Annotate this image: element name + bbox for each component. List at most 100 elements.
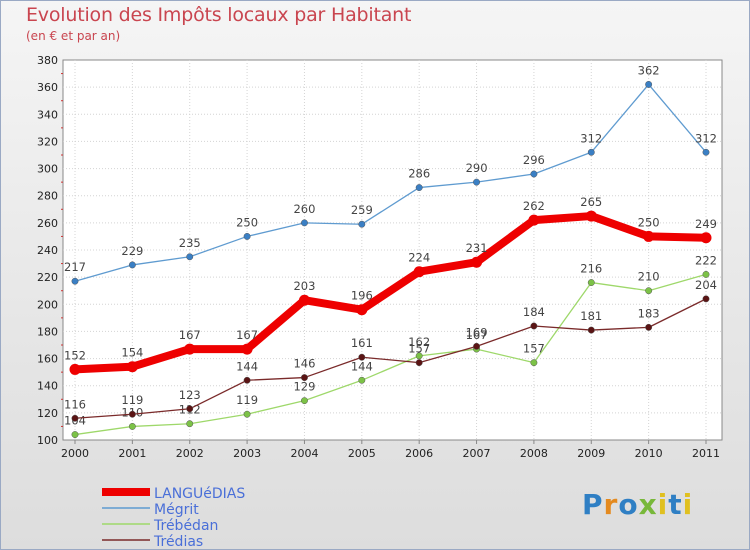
data-label: 196 [351, 289, 373, 303]
data-point [301, 397, 308, 405]
data-point [301, 374, 308, 382]
logo-letter: P [582, 488, 604, 521]
y-tick-label: 220 [37, 271, 58, 284]
data-label: 157 [523, 342, 545, 356]
x-tick-label: 2007 [463, 447, 491, 460]
data-label: 265 [580, 195, 602, 209]
x-tick-label: 2006 [405, 447, 433, 460]
data-point [530, 359, 538, 367]
data-label: 146 [293, 357, 315, 371]
x-tick-label: 2011 [692, 447, 720, 460]
data-point [645, 80, 653, 88]
data-label: 259 [351, 203, 373, 217]
legend-label: LANGUéDIAS [154, 486, 245, 502]
data-label: 290 [466, 161, 488, 175]
logo-letter: x [638, 488, 658, 521]
data-point [126, 361, 138, 373]
y-tick-label: 120 [37, 407, 58, 420]
x-tick-label: 2002 [176, 447, 204, 460]
data-label: 249 [695, 217, 717, 231]
plot-area [62, 59, 723, 441]
data-label: 154 [121, 346, 143, 360]
y-tick-label: 260 [37, 217, 58, 230]
y-tick-label: 360 [37, 81, 58, 94]
data-point [243, 376, 251, 384]
data-label: 204 [695, 278, 717, 292]
data-point [473, 178, 480, 186]
data-label: 235 [179, 236, 201, 250]
data-label: 152 [64, 348, 86, 362]
data-point [530, 170, 538, 178]
data-point [301, 219, 308, 227]
data-label: 231 [466, 241, 488, 255]
logo-letter: i [682, 488, 694, 521]
data-label: 203 [293, 279, 315, 293]
legend-label: Trédias [153, 534, 203, 550]
data-point [243, 232, 251, 240]
data-point [243, 410, 251, 418]
data-point [358, 376, 366, 384]
data-label: 167 [466, 328, 488, 342]
data-point [700, 232, 712, 244]
data-label: 184 [523, 305, 545, 319]
data-point [241, 343, 253, 355]
data-point [587, 148, 595, 156]
y-tick-label: 200 [37, 298, 58, 311]
data-point [128, 422, 136, 430]
x-tick-label: 2005 [348, 447, 376, 460]
data-point [471, 256, 483, 268]
data-point [128, 410, 136, 418]
y-tick-label: 340 [37, 108, 58, 121]
chart-title: Evolution des Impôts locaux par Habitant [26, 4, 412, 26]
y-tick-label: 140 [37, 380, 58, 393]
logo-letter: o [618, 488, 639, 521]
data-label: 129 [293, 380, 315, 394]
data-point [358, 220, 366, 228]
proxiti-logo: Proxiti [582, 488, 693, 521]
data-point [71, 431, 79, 439]
data-point [643, 230, 655, 242]
series-line [74, 298, 707, 419]
data-label: 183 [638, 306, 660, 320]
chart-subtitle: (en € et par an) [26, 29, 121, 43]
data-point [71, 414, 79, 422]
data-label: 167 [236, 328, 258, 342]
y-tick-label: 300 [37, 163, 58, 176]
data-point [184, 343, 196, 355]
data-label: 260 [293, 202, 315, 216]
data-point [69, 363, 81, 375]
data-label: 216 [580, 262, 602, 276]
data-point [415, 352, 423, 360]
logo-letter: i [657, 488, 669, 521]
data-point [645, 287, 653, 295]
data-label: 162 [408, 335, 430, 349]
y-tick-label: 240 [37, 244, 58, 257]
logo-letter: t [668, 488, 683, 521]
data-label: 119 [121, 393, 143, 407]
data-label: 123 [179, 388, 201, 402]
data-point [587, 326, 595, 334]
x-tick-label: 2001 [118, 447, 146, 460]
data-label: 181 [580, 309, 602, 323]
data-point [358, 353, 366, 361]
logo-letter: r [603, 488, 619, 521]
data-label: 222 [695, 253, 717, 267]
data-label: 161 [351, 336, 373, 350]
data-label: 312 [580, 131, 602, 145]
data-label: 167 [179, 328, 201, 342]
y-tick-label: 320 [37, 135, 58, 148]
data-label: 296 [523, 153, 545, 167]
series-line [74, 273, 707, 436]
data-point [587, 279, 595, 287]
data-label: 144 [236, 359, 258, 373]
legend-label: Trébédan [153, 518, 218, 534]
x-tick-label: 2003 [233, 447, 261, 460]
series-line [71, 212, 710, 374]
data-point [186, 405, 194, 413]
data-point [702, 295, 710, 303]
data-label: 119 [236, 393, 258, 407]
series-line [74, 83, 707, 282]
data-point [356, 304, 368, 316]
data-label: 210 [638, 270, 660, 284]
